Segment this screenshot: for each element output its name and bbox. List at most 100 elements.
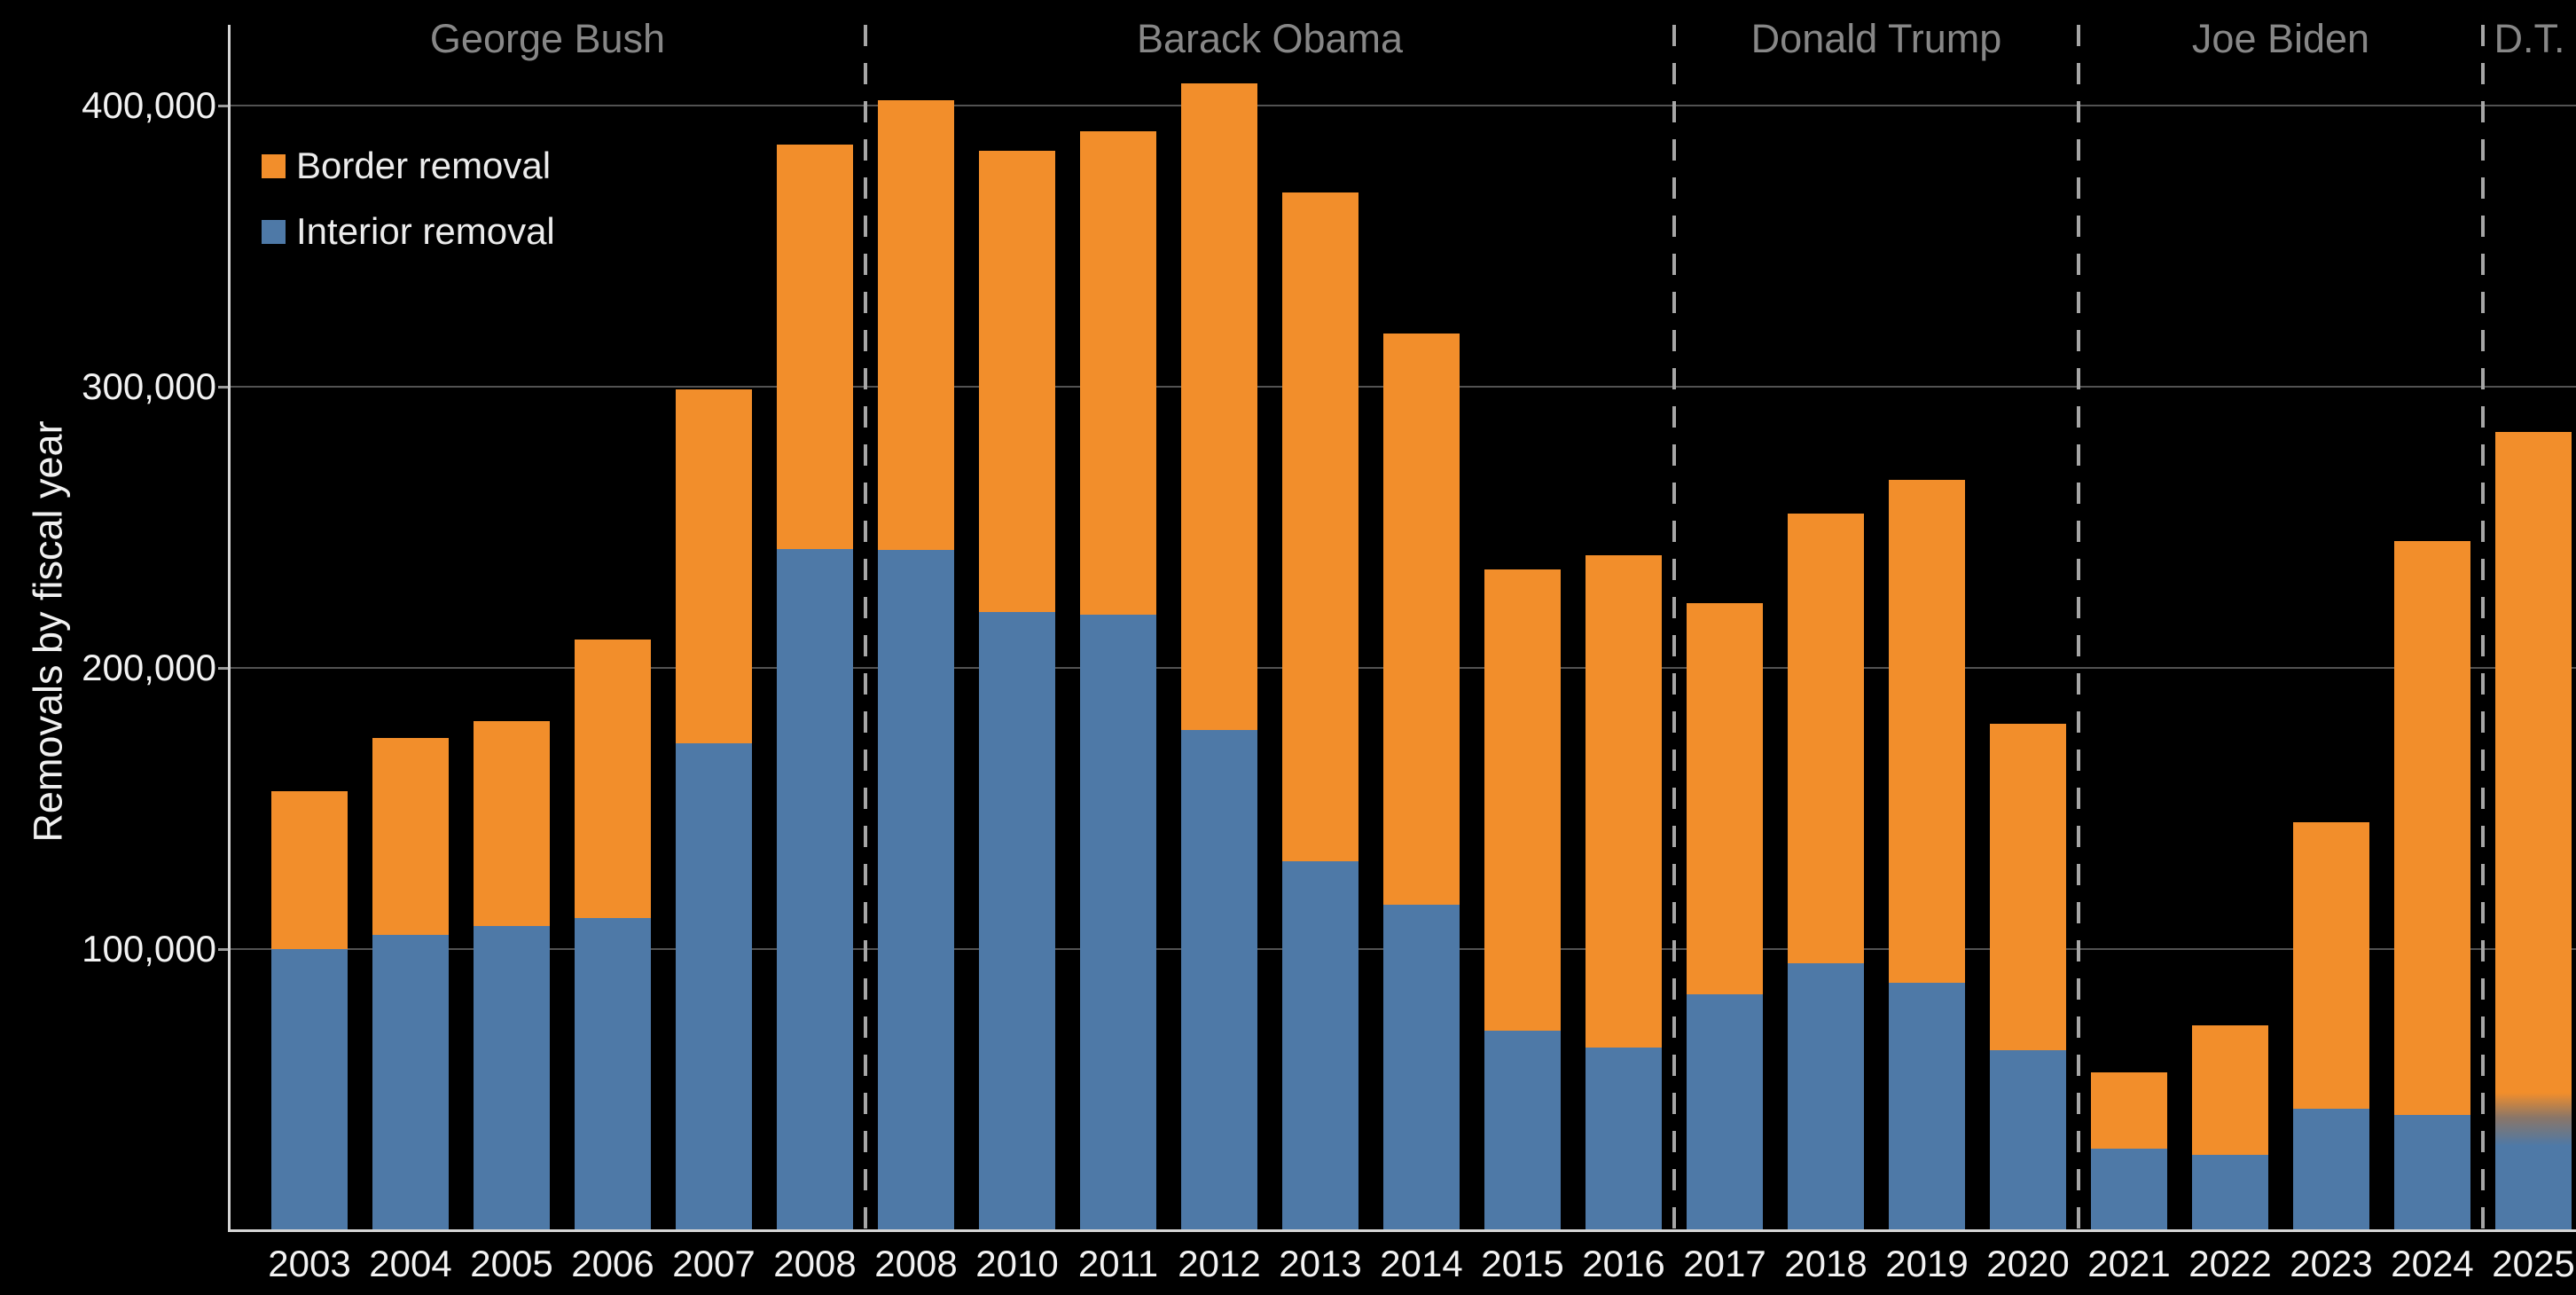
bar <box>271 791 348 1230</box>
bar-interior-segment <box>2192 1155 2268 1230</box>
bar-interior-segment <box>2293 1109 2369 1230</box>
era-divider <box>2077 25 2080 1230</box>
bar-interior-segment <box>1990 1050 2066 1230</box>
bar-border-segment <box>474 721 550 926</box>
bar <box>1484 569 1561 1230</box>
era-label: Barack Obama <box>1136 16 1404 61</box>
era-label: Joe Biden <box>2191 16 2370 61</box>
x-tick-label: 2005 <box>470 1243 553 1284</box>
interior-removal-swatch-icon <box>262 219 286 244</box>
legend-label-interior-removal: Interior removal <box>296 210 555 252</box>
y-axis-title: Removals by fiscal year <box>25 420 71 843</box>
bar-interior-segment <box>2394 1115 2470 1230</box>
bar-border-segment <box>1889 480 1965 983</box>
bar-border-segment <box>1080 131 1156 615</box>
bar-border-segment <box>1586 555 1662 1048</box>
x-tick-label: 2003 <box>268 1243 351 1284</box>
bar-border-segment <box>2293 822 2369 1109</box>
legend-label-border-removal: Border removal <box>296 145 552 186</box>
era-divider <box>1672 25 1676 1230</box>
x-tick-label: 2006 <box>571 1243 654 1284</box>
x-tick-label: 2018 <box>1784 1243 1867 1284</box>
y-axis-tick <box>218 667 230 670</box>
bar-border-segment <box>372 738 449 935</box>
x-tick-label: 2013 <box>1279 1243 1362 1284</box>
bar <box>1282 192 1358 1230</box>
bar-border-segment <box>2192 1025 2268 1155</box>
bar <box>372 738 449 1230</box>
y-tick-label: 100,000 <box>82 928 216 969</box>
x-tick-label: 2010 <box>975 1243 1059 1284</box>
bar-interior-segment <box>271 949 348 1230</box>
x-tick-label: 2008 <box>773 1243 857 1284</box>
x-tick-label: 2014 <box>1380 1243 1463 1284</box>
bar <box>2091 1072 2167 1230</box>
bar <box>2293 822 2369 1230</box>
x-tick-label: 2024 <box>2391 1243 2474 1284</box>
bar-border-segment <box>271 791 348 949</box>
x-tick-label: 2019 <box>1885 1243 1969 1284</box>
x-tick-label: 2021 <box>2087 1243 2171 1284</box>
bar-border-segment <box>676 389 752 743</box>
x-tick-label: 2011 <box>1077 1243 1159 1284</box>
x-tick-label: 2017 <box>1683 1243 1766 1284</box>
bar <box>1687 603 1763 1230</box>
x-tick-label: 2004 <box>369 1243 452 1284</box>
bar <box>575 640 651 1230</box>
bar-interior-segment <box>372 935 449 1230</box>
bar-interior-segment <box>474 926 550 1230</box>
bar <box>1181 83 1257 1230</box>
bar-fuzzy-boundary <box>2495 432 2572 1230</box>
bar <box>2394 541 2470 1230</box>
legend-item-border-removal: Border removal <box>262 147 555 184</box>
bar <box>777 145 853 1230</box>
border-removal-swatch-icon <box>262 153 286 178</box>
bar-interior-segment <box>777 549 853 1230</box>
era-label: Donald Trump <box>1750 16 2002 61</box>
gridline <box>230 105 2576 106</box>
bar-border-segment <box>979 151 1055 612</box>
y-axis-tick <box>218 948 230 951</box>
bar-interior-segment <box>1484 1031 1561 1230</box>
bar <box>1586 555 1662 1230</box>
bar-border-segment <box>1990 724 2066 1050</box>
bar-border-segment <box>878 100 954 550</box>
y-tick-label: 300,000 <box>82 365 216 407</box>
x-tick-label: 2008 <box>874 1243 958 1284</box>
x-axis-line <box>228 1229 2576 1232</box>
bar <box>878 100 954 1230</box>
bar-interior-segment <box>1889 983 1965 1230</box>
bar-border-segment <box>1282 192 1358 861</box>
bar-border-segment <box>2394 541 2470 1115</box>
bar-interior-segment <box>1181 730 1257 1230</box>
bar-border-segment <box>1383 334 1460 905</box>
bar-interior-segment <box>1586 1048 1662 1230</box>
y-axis-tick <box>218 386 230 388</box>
bar-border-segment <box>1687 603 1763 994</box>
bar-border-segment <box>1788 514 1864 963</box>
bar-interior-segment <box>676 743 752 1230</box>
era-divider <box>864 25 867 1230</box>
x-tick-label: 2012 <box>1178 1243 1261 1284</box>
bar <box>1889 480 1965 1230</box>
x-tick-label: 2022 <box>2188 1243 2272 1284</box>
bar <box>474 721 550 1230</box>
bar <box>1990 724 2066 1230</box>
bar-interior-segment <box>878 550 954 1230</box>
bar-interior-segment <box>1080 615 1156 1230</box>
legend-item-interior-removal: Interior removal <box>262 213 555 250</box>
bar <box>676 389 752 1230</box>
legend: Border removal Interior removal <box>262 147 555 279</box>
bar-border-segment <box>777 145 853 549</box>
x-tick-label: 2020 <box>1986 1243 2070 1284</box>
bar <box>2192 1025 2268 1230</box>
bar-border-segment <box>2091 1072 2167 1149</box>
y-axis-line <box>228 25 231 1232</box>
x-tick-label: 2015 <box>1481 1243 1564 1284</box>
bar-interior-segment <box>2091 1149 2167 1230</box>
bar-border-segment <box>1181 83 1257 730</box>
bar-interior-segment <box>1383 905 1460 1230</box>
y-tick-label: 200,000 <box>82 647 216 688</box>
x-tick-label: 2016 <box>1582 1243 1665 1284</box>
